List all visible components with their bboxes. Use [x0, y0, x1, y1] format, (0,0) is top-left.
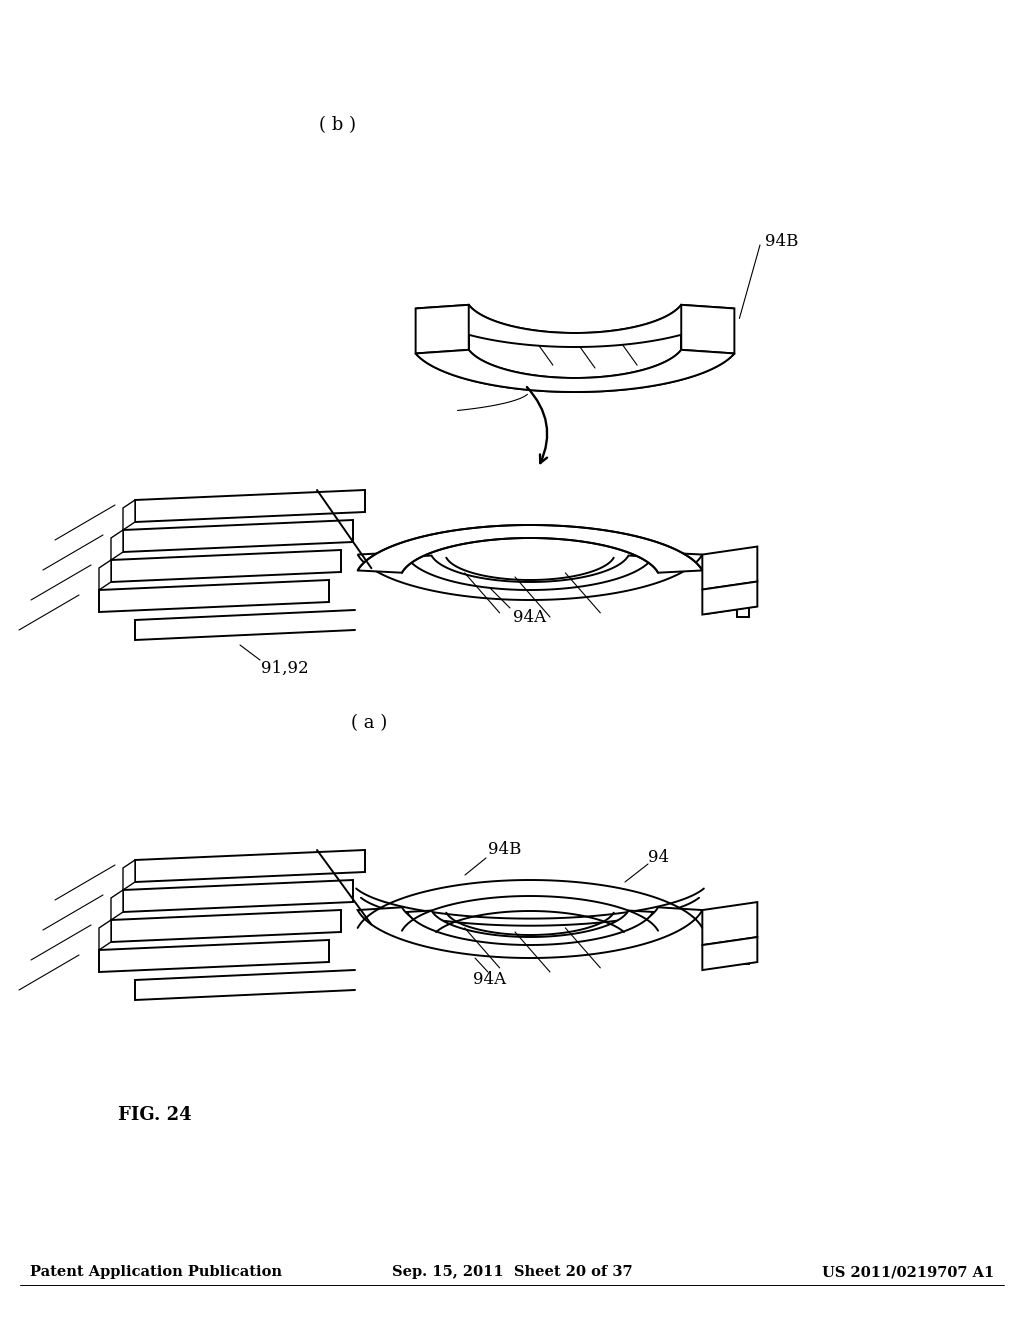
Text: ( b ): ( b ) — [319, 116, 356, 135]
Text: Sep. 15, 2011  Sheet 20 of 37: Sep. 15, 2011 Sheet 20 of 37 — [392, 1266, 632, 1279]
Polygon shape — [99, 560, 111, 590]
Polygon shape — [135, 490, 365, 521]
Text: 91,92: 91,92 — [261, 660, 309, 676]
Polygon shape — [702, 937, 758, 970]
Text: US 2011/0219707 A1: US 2011/0219707 A1 — [821, 1266, 994, 1279]
Polygon shape — [123, 500, 135, 531]
Polygon shape — [702, 902, 758, 945]
Text: ( a ): ( a ) — [350, 714, 387, 733]
Polygon shape — [416, 305, 734, 347]
Polygon shape — [416, 350, 734, 392]
Polygon shape — [111, 531, 123, 560]
Text: 94B: 94B — [765, 234, 799, 251]
Polygon shape — [99, 920, 111, 950]
Text: 94: 94 — [648, 850, 669, 866]
Text: 94A: 94A — [513, 610, 547, 627]
Text: FIG. 24: FIG. 24 — [118, 1106, 191, 1125]
Polygon shape — [681, 305, 734, 354]
Polygon shape — [407, 556, 653, 590]
Polygon shape — [111, 909, 341, 942]
Polygon shape — [135, 850, 365, 882]
Polygon shape — [123, 520, 353, 552]
Polygon shape — [111, 550, 341, 582]
Polygon shape — [702, 582, 758, 615]
Polygon shape — [99, 579, 329, 612]
Text: 94B: 94B — [488, 842, 521, 858]
Polygon shape — [357, 552, 702, 601]
Text: Patent Application Publication: Patent Application Publication — [30, 1266, 282, 1279]
Polygon shape — [111, 890, 123, 920]
Polygon shape — [357, 525, 702, 573]
Polygon shape — [407, 911, 653, 945]
Polygon shape — [702, 546, 758, 590]
Polygon shape — [357, 907, 702, 958]
Polygon shape — [416, 305, 469, 354]
Polygon shape — [123, 880, 353, 912]
Polygon shape — [123, 861, 135, 890]
Polygon shape — [99, 940, 329, 972]
Text: 94A: 94A — [473, 972, 507, 989]
